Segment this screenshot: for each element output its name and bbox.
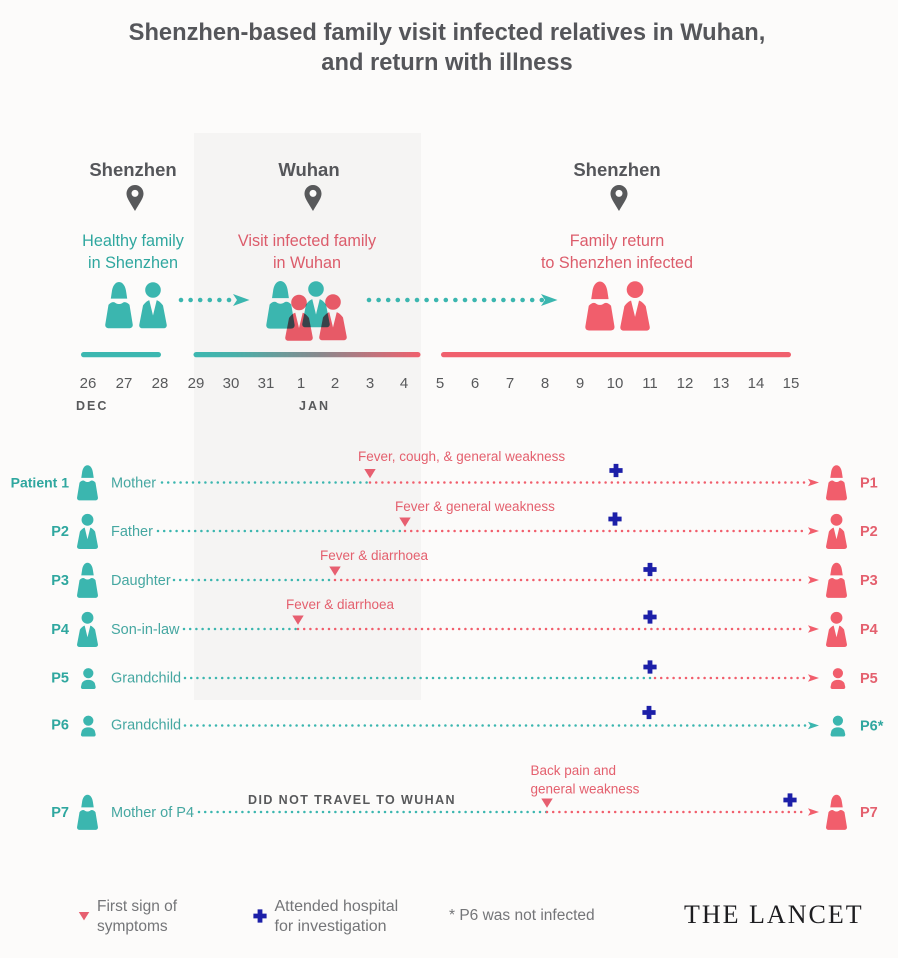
svg-text:2: 2 bbox=[331, 375, 339, 392]
svg-text:Son-in-law: Son-in-law bbox=[111, 622, 180, 638]
svg-text:29: 29 bbox=[188, 375, 205, 392]
svg-text:general weakness: general weakness bbox=[531, 782, 640, 797]
svg-text:in Shenzhen: in Shenzhen bbox=[88, 254, 178, 272]
svg-text:P6*: P6* bbox=[860, 719, 884, 735]
svg-text:Fever & general weakness: Fever & general weakness bbox=[395, 499, 555, 514]
svg-text:7: 7 bbox=[506, 375, 514, 392]
svg-text:6: 6 bbox=[471, 375, 479, 392]
svg-text:JAN: JAN bbox=[299, 399, 330, 413]
svg-text:in Wuhan: in Wuhan bbox=[273, 254, 341, 272]
svg-text:4: 4 bbox=[400, 375, 408, 392]
svg-text:1: 1 bbox=[297, 375, 305, 392]
svg-text:Back pain and: Back pain and bbox=[531, 763, 617, 778]
svg-text:Mother of P4: Mother of P4 bbox=[111, 805, 194, 821]
svg-text:P2: P2 bbox=[51, 524, 69, 540]
svg-text:Shenzhen: Shenzhen bbox=[89, 159, 176, 180]
svg-text:8: 8 bbox=[541, 375, 549, 392]
svg-text:Fever & diarrhoea: Fever & diarrhoea bbox=[286, 597, 395, 612]
svg-text:Daughter: Daughter bbox=[111, 573, 171, 589]
svg-text:Shenzhen-based family visit in: Shenzhen-based family visit infected rel… bbox=[129, 20, 766, 46]
svg-text:14: 14 bbox=[748, 375, 765, 392]
svg-text:Grandchild: Grandchild bbox=[111, 671, 181, 687]
svg-text:5: 5 bbox=[436, 375, 444, 392]
svg-text:for investigation: for investigation bbox=[275, 918, 387, 935]
svg-text:10: 10 bbox=[607, 375, 624, 392]
svg-text:Father: Father bbox=[111, 524, 153, 540]
svg-text:28: 28 bbox=[152, 375, 169, 392]
svg-text:symptoms: symptoms bbox=[97, 918, 168, 935]
svg-text:31: 31 bbox=[258, 375, 275, 392]
svg-text:to Shenzhen infected: to Shenzhen infected bbox=[541, 254, 693, 272]
svg-text:P1: P1 bbox=[860, 476, 878, 492]
svg-text:* P6 was not infected: * P6 was not infected bbox=[449, 907, 595, 924]
svg-text:THE LANCET: THE LANCET bbox=[684, 900, 864, 929]
svg-text:Shenzhen: Shenzhen bbox=[573, 159, 660, 180]
svg-text:and return with illness: and return with illness bbox=[321, 50, 572, 76]
svg-text:30: 30 bbox=[223, 375, 240, 392]
svg-text:Fever, cough, & general weakne: Fever, cough, & general weakness bbox=[358, 449, 565, 464]
svg-text:3: 3 bbox=[366, 375, 374, 392]
svg-text:P6: P6 bbox=[51, 718, 69, 734]
svg-text:15: 15 bbox=[783, 375, 800, 392]
svg-text:13: 13 bbox=[713, 375, 730, 392]
svg-text:Fever & diarrhoea: Fever & diarrhoea bbox=[320, 548, 429, 563]
svg-text:P4: P4 bbox=[51, 622, 69, 638]
svg-text:12: 12 bbox=[677, 375, 694, 392]
svg-text:P7: P7 bbox=[51, 805, 69, 821]
svg-text:Healthy family: Healthy family bbox=[82, 232, 185, 250]
svg-text:P5: P5 bbox=[51, 671, 69, 687]
svg-text:P5: P5 bbox=[860, 671, 878, 687]
svg-text:11: 11 bbox=[642, 375, 658, 392]
svg-text:26: 26 bbox=[80, 375, 97, 392]
svg-text:9: 9 bbox=[576, 375, 584, 392]
svg-text:P7: P7 bbox=[860, 805, 878, 821]
svg-text:27: 27 bbox=[116, 375, 133, 392]
svg-text:DEC: DEC bbox=[76, 399, 108, 413]
svg-text:P3: P3 bbox=[51, 573, 69, 589]
svg-text:P2: P2 bbox=[860, 524, 878, 540]
svg-text:P3: P3 bbox=[860, 573, 878, 589]
svg-text:Family return: Family return bbox=[570, 232, 664, 250]
svg-text:First sign of: First sign of bbox=[97, 898, 178, 915]
svg-text:Mother: Mother bbox=[111, 476, 156, 492]
svg-text:Attended hospital: Attended hospital bbox=[275, 898, 399, 915]
svg-text:P4: P4 bbox=[860, 622, 878, 638]
svg-text:Wuhan: Wuhan bbox=[278, 159, 339, 180]
svg-text:DID NOT TRAVEL TO WUHAN: DID NOT TRAVEL TO WUHAN bbox=[248, 793, 456, 807]
svg-text:Visit infected family: Visit infected family bbox=[238, 232, 377, 250]
svg-text:Grandchild: Grandchild bbox=[111, 718, 181, 734]
svg-text:Patient 1: Patient 1 bbox=[11, 475, 70, 491]
